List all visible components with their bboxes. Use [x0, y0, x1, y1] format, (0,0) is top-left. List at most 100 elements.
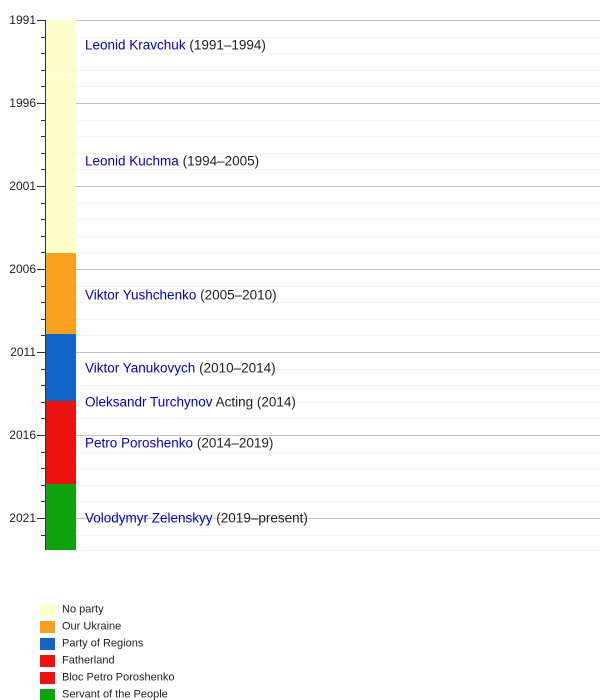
segment-divider [46, 74, 76, 75]
gridline-minor [46, 286, 600, 287]
axis-tick-minor [41, 70, 45, 71]
party-segment-fatherland [46, 401, 76, 408]
president-label-oleksandr-turchynov: Oleksandr Turchynov Acting (2014) [85, 395, 296, 409]
president-name-link-viktor-yanukovych[interactable]: Viktor Yanukovych [85, 360, 196, 376]
president-term-label: (2005–2010) [196, 287, 277, 303]
axis-tick-minor [41, 535, 45, 536]
axis-tick-major [37, 186, 45, 187]
president-name-link-leonid-kravchuk[interactable]: Leonid Kravchuk [85, 37, 186, 53]
axis-tick-label: 1996 [9, 96, 36, 110]
gridline-minor [46, 550, 600, 551]
gridline-minor [46, 86, 600, 87]
axis-tick-label: 2021 [9, 511, 36, 525]
party-segment-bloc-petro-poroshenko [46, 408, 76, 484]
legend-label: Party of Regions [62, 637, 144, 650]
president-term-label: (2014–2019) [193, 435, 274, 451]
axis-tick-label: 2001 [9, 179, 36, 193]
legend-label: No party [62, 603, 104, 616]
gridline-minor [46, 452, 600, 453]
gridline-minor [46, 153, 600, 154]
legend-swatch-our-ukraine [40, 621, 55, 633]
legend-label: Our Ukraine [62, 620, 122, 633]
axis-tick-minor [41, 53, 45, 54]
gridline-major [46, 103, 600, 104]
president-name-link-volodymyr-zelenskyy[interactable]: Volodymyr Zelenskyy [85, 510, 213, 526]
president-term-label: Acting (2014) [212, 394, 296, 410]
gridline-major [46, 435, 600, 436]
president-name-link-leonid-kuchma[interactable]: Leonid Kuchma [85, 153, 179, 169]
axis-tick-minor [41, 385, 45, 386]
gridline-minor [46, 37, 600, 38]
axis-tick-label: 1991 [9, 13, 36, 27]
gridline-minor [46, 369, 600, 370]
president-label-viktor-yanukovych: Viktor Yanukovych (2010–2014) [85, 361, 276, 375]
axis-tick-minor [41, 319, 45, 320]
axis-tick-minor [41, 452, 45, 453]
gridline-minor [46, 53, 600, 54]
axis-tick-major [37, 435, 45, 436]
legend-label: Fatherland [62, 654, 115, 667]
president-label-viktor-yushchenko: Viktor Yushchenko (2005–2010) [85, 288, 277, 302]
axis-tick-minor [41, 402, 45, 403]
gridline-minor [46, 70, 600, 71]
axis-tick-minor [41, 120, 45, 121]
axis-tick-major [37, 352, 45, 353]
party-segment-servant-of-the-people [46, 484, 76, 550]
president-name-link-viktor-yushchenko[interactable]: Viktor Yushchenko [85, 287, 197, 303]
axis-tick-minor [41, 153, 45, 154]
legend-label: Servant of the People [62, 688, 168, 700]
gridline-minor [46, 169, 600, 170]
gridline-major [46, 518, 600, 519]
gridline-minor [46, 501, 600, 502]
axis-tick-minor [41, 418, 45, 419]
axis-tick-label: 2016 [9, 428, 36, 442]
axis-tick-minor [41, 252, 45, 253]
party-segment-no-party [46, 74, 76, 253]
axis-tick-minor [41, 286, 45, 287]
axis-tick-minor [41, 236, 45, 237]
legend-swatch-fatherland [40, 655, 55, 667]
axis-tick-minor [41, 369, 45, 370]
gridline-minor [46, 468, 600, 469]
gridline-minor [46, 203, 600, 204]
gridline-minor [46, 219, 600, 220]
axis-tick-minor [41, 501, 45, 502]
gridline-major [46, 352, 600, 353]
axis-tick-minor [41, 86, 45, 87]
axis-tick-major [37, 518, 45, 519]
legend-swatch-party-of-regions [40, 638, 55, 650]
president-term-label: (1991–1994) [185, 37, 266, 53]
president-term-label: (1994–2005) [178, 153, 260, 169]
president-name-link-oleksandr-turchynov[interactable]: Oleksandr Turchynov [85, 394, 213, 410]
president-name-link-petro-poroshenko[interactable]: Petro Poroshenko [85, 435, 194, 451]
axis-tick-minor [41, 37, 45, 38]
legend-swatch-no-party [40, 604, 55, 616]
gridline-minor [46, 252, 600, 253]
gridline-minor [46, 385, 600, 386]
axis-tick-minor [41, 219, 45, 220]
president-term-label: (2010–2014) [195, 360, 276, 376]
gridline-minor [46, 236, 600, 237]
gridline-minor [46, 535, 600, 536]
axis-tick-major [37, 20, 45, 21]
legend-swatch-bloc-petro-poroshenko [40, 672, 55, 684]
president-label-volodymyr-zelenskyy: Volodymyr Zelenskyy (2019–present) [85, 511, 308, 525]
axis-tick-label: 2006 [9, 262, 36, 276]
axis-tick-major [37, 269, 45, 270]
axis-tick-minor [41, 335, 45, 336]
party-segment-party-of-regions [46, 334, 76, 401]
axis-tick-minor [41, 468, 45, 469]
axis-tick-minor [41, 485, 45, 486]
legend-swatch-servant-of-the-people [40, 689, 55, 700]
axis-tick-label: 2011 [10, 345, 36, 359]
axis-tick-minor [41, 136, 45, 137]
gridline-minor [46, 302, 600, 303]
gridline-major [46, 269, 600, 270]
axis-tick-minor [41, 302, 45, 303]
party-segment-our-ukraine [46, 253, 76, 334]
president-label-petro-poroshenko: Petro Poroshenko (2014–2019) [85, 436, 273, 450]
gridline-major [46, 20, 600, 21]
